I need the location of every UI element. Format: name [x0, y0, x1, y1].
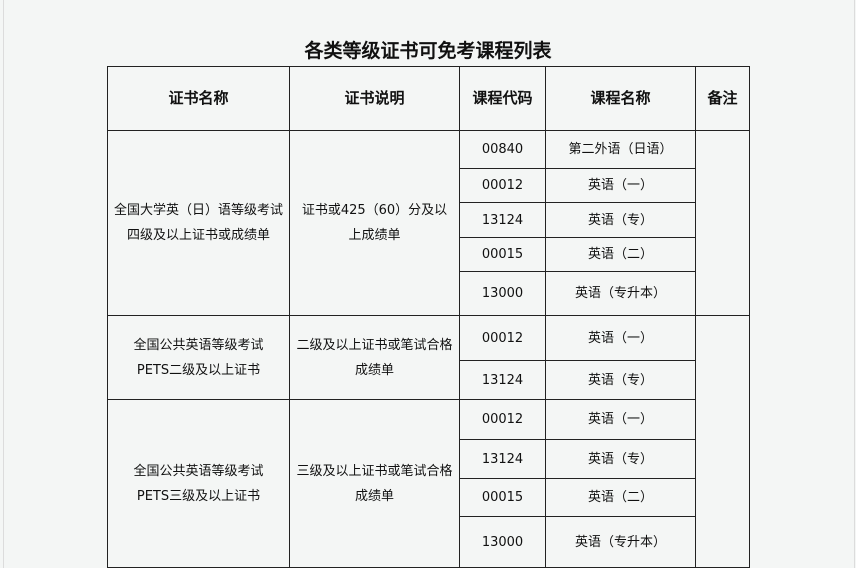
cert-desc-cell: 证书或425（60）分及以上成绩单	[289, 130, 460, 316]
course-name-cell: 英语（专）	[545, 439, 696, 479]
cert-name-cell: 全国公共英语等级考试 PETS二级及以上证书	[107, 315, 290, 400]
course-code-cell: 00012	[459, 168, 546, 203]
table-row: 全国公共英语等级考试 PETS二级及以上证书 二级及以上证书或笔试合格成绩单 0001…	[107, 315, 750, 568]
course-code-cell: 00012	[459, 399, 546, 440]
remarks-cell	[695, 130, 750, 316]
cert-name-line: PETS三级及以上证书	[136, 488, 261, 504]
course-code-cell: 13124	[459, 202, 546, 238]
header-course-name: 课程名称	[545, 66, 696, 131]
course-code-cell: 00015	[459, 237, 546, 272]
header-remarks: 备注	[695, 66, 750, 131]
page-title: 各类等级证书可免考课程列表	[304, 40, 552, 62]
cert-name-cell: 全国大学英（日）语等级考试 四级及以上证书或成绩单	[107, 130, 290, 316]
header-cert-name: 证书名称	[107, 66, 290, 131]
table-row: 00015 英语（二）	[108, 478, 750, 517]
course-name-cell: 英语（专）	[545, 202, 696, 238]
course-code-cell: 00012	[459, 315, 546, 361]
course-code-cell: 13000	[459, 271, 546, 316]
cert-name-line: PETS二级及以上证书	[136, 362, 261, 378]
course-name-cell: 英语（一）	[545, 168, 696, 203]
cert-name-line: 四级及以上证书或成绩单	[126, 228, 270, 243]
cert-name-line: 全国大学英（日）语等级考试	[113, 203, 283, 218]
table-row: 00015 英语（二）	[108, 237, 750, 272]
header-row: 证书名称 证书说明 课程代码 课程名称 备注	[107, 66, 750, 131]
course-name-cell: 英语（专升本）	[545, 271, 696, 316]
course-code-cell: 13124	[459, 439, 546, 479]
cert-name-line: 全国公共英语等级考试	[133, 463, 264, 479]
course-name-cell: 英语（二）	[545, 237, 696, 272]
course-name-cell: 英语（专）	[545, 360, 696, 400]
page-frame	[3, 0, 855, 568]
cert-desc-cell: 二级及以上证书或笔试合格成绩单	[289, 315, 460, 400]
course-code-cell: 00015	[459, 478, 546, 517]
table-row: 13124 英语（专）	[108, 439, 750, 479]
course-code-cell: 13000	[459, 516, 546, 568]
course-name-cell: 英语（一）	[545, 399, 696, 440]
table-row: 13124 英语（专）	[108, 360, 750, 400]
header-course-code: 课程代码	[459, 66, 546, 131]
table-row: 13000 英语（专升本）	[108, 516, 750, 568]
exemption-table: 证书名称 证书说明 课程代码 课程名称 备注 全国大学英（日）语等级考试 四级及以…	[107, 66, 750, 568]
course-name-cell: 英语（一）	[545, 315, 696, 361]
cert-name-cell: 全国公共英语等级考试 PETS三级及以上证书	[107, 399, 290, 568]
table-row: 00012 英语（一）	[108, 168, 750, 203]
table-row: 全国公共英语等级考试 PETS三级及以上证书 三级及以上证书或笔试合格成绩单 0001…	[107, 399, 750, 568]
cert-name-line: 全国公共英语等级考试	[133, 337, 264, 353]
course-name-cell: 英语（二）	[545, 478, 696, 517]
course-code-cell: 00840	[459, 130, 546, 169]
course-name-cell: 英语（专升本）	[545, 516, 696, 568]
remarks-cell	[695, 315, 750, 568]
course-code-cell: 13124	[459, 360, 546, 400]
course-name-cell: 第二外语（日语）	[545, 130, 696, 169]
table-row: 全国大学英（日）语等级考试 四级及以上证书或成绩单 证书或425（60）分及以上成绩…	[107, 130, 750, 316]
cert-desc-cell: 三级及以上证书或笔试合格成绩单	[289, 399, 460, 568]
table-row: 13000 英语（专升本）	[108, 271, 750, 316]
header-cert-desc: 证书说明	[289, 66, 460, 131]
